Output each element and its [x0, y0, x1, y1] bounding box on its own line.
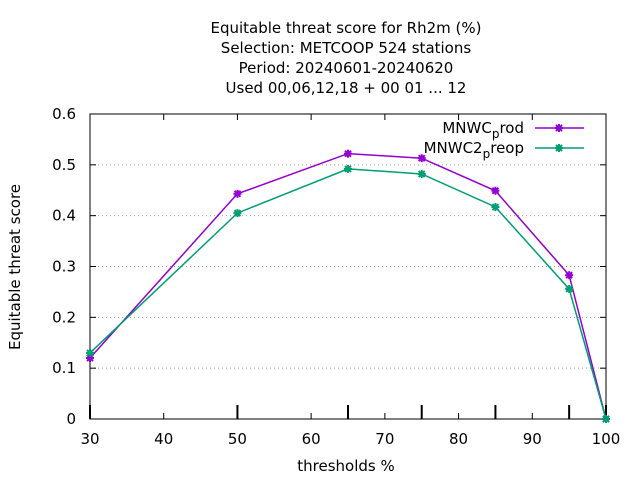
data-point	[565, 271, 574, 280]
point-marker	[418, 170, 426, 178]
y-tick-label: 0.1	[52, 359, 76, 377]
point-marker	[418, 154, 426, 162]
y-axis-label: Equitable threat score	[6, 184, 24, 350]
title-line-1: Equitable threat score for Rh2m (%)	[210, 19, 481, 37]
y-tick-label: 0.3	[52, 258, 76, 276]
point-marker	[555, 144, 563, 152]
x-tick-label: 50	[228, 430, 247, 448]
data-point	[233, 189, 242, 198]
point-marker	[344, 149, 352, 158]
data-point	[344, 164, 352, 173]
x-tick-label: 90	[523, 430, 542, 448]
data-point	[491, 186, 500, 195]
y-tick-labels: 0 0.1 0.2 0.3 0.4 0.5 0.6	[52, 105, 76, 428]
point-marker	[344, 165, 352, 173]
legend-label: MNWCprod	[442, 119, 524, 141]
data-marks	[89, 405, 607, 419]
data-point	[417, 169, 426, 178]
x-tick-label: 60	[302, 430, 321, 448]
point-marker	[555, 124, 563, 132]
legend-marker	[555, 144, 563, 152]
x-tick-label: 100	[592, 430, 621, 448]
data-point	[491, 203, 500, 212]
x-tick-label: 80	[449, 430, 468, 448]
legend-label: MNWC2preop	[424, 139, 524, 161]
grid	[90, 164, 606, 369]
y-tick-label: 0.2	[52, 308, 76, 326]
x-tick-label: 70	[375, 430, 394, 448]
title-line-3: Period: 20240601-20240620	[239, 59, 454, 77]
series-1	[86, 149, 610, 423]
legend-entry-2: MNWC2preop	[424, 139, 584, 161]
legend-marker	[555, 124, 563, 132]
data-point	[417, 154, 426, 163]
series-2	[86, 164, 610, 423]
point-marker	[491, 203, 500, 211]
y-tick-label: 0	[66, 410, 76, 428]
y-tick-label: 0.6	[52, 105, 76, 123]
point-marker	[565, 271, 573, 279]
data-point	[602, 415, 610, 423]
x-tick-label: 30	[80, 430, 99, 448]
data-point	[86, 348, 94, 357]
series-line	[89, 152, 607, 420]
point-marker	[233, 209, 242, 217]
series	[86, 149, 610, 423]
chart-title: Equitable threat score for Rh2m (%) Selec…	[210, 19, 481, 97]
x-tick-labels: 30 40 50 60 70 80 90 100	[80, 430, 620, 448]
point-marker	[233, 190, 242, 198]
axis-ticks	[89, 113, 607, 420]
point-marker	[602, 415, 610, 423]
title-line-4: Used 00,06,12,18 + 00 01 ... 12	[226, 79, 467, 97]
plot-frame	[89, 113, 607, 420]
data-point	[233, 209, 242, 218]
title-line-2: Selection: METCOOP 524 stations	[221, 39, 472, 57]
point-marker	[491, 187, 500, 195]
y-tick-label: 0.5	[52, 156, 76, 174]
x-axis-label: thresholds %	[297, 457, 394, 475]
data-point	[344, 149, 352, 158]
point-marker	[565, 285, 573, 293]
series-line	[89, 168, 607, 420]
point-marker	[86, 349, 94, 357]
data-point	[565, 284, 574, 293]
y-tick-label: 0.4	[52, 207, 76, 225]
x-tick-label: 40	[154, 430, 173, 448]
legend-entry-1: MNWCprod	[442, 119, 584, 141]
